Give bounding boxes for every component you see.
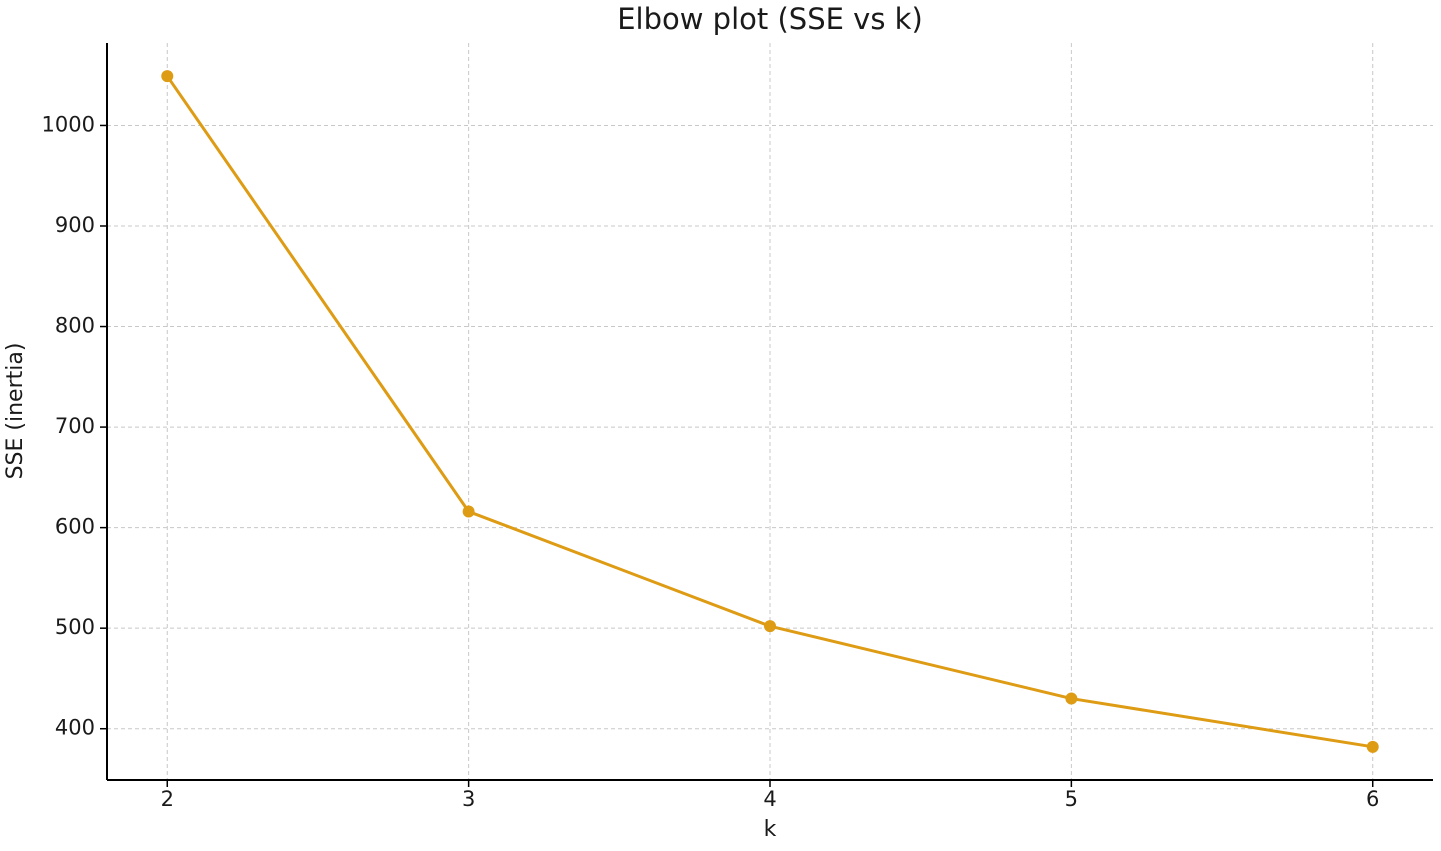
x-tick-label: 5 xyxy=(1065,787,1078,811)
x-tick-label: 6 xyxy=(1366,787,1379,811)
y-tick-label: 800 xyxy=(55,314,95,338)
y-tick-label: 1000 xyxy=(42,112,95,136)
y-tick-label: 500 xyxy=(55,615,95,639)
x-tick-label: 4 xyxy=(763,787,776,811)
data-point xyxy=(1065,692,1078,705)
chart-title: Elbow plot (SSE vs k) xyxy=(617,2,923,36)
y-tick-label: 900 xyxy=(55,213,95,237)
y-axis-label: SSE (inertia) xyxy=(3,343,28,480)
x-tick-label: 2 xyxy=(161,787,174,811)
data-point xyxy=(1366,740,1379,753)
y-tick-label: 700 xyxy=(55,414,95,438)
data-point xyxy=(161,70,174,83)
data-point xyxy=(764,620,776,633)
data-point xyxy=(462,505,475,518)
y-tick-label: 600 xyxy=(55,515,95,539)
x-axis-label: k xyxy=(764,817,777,842)
x-tick-label: 3 xyxy=(462,787,475,811)
y-tick-label: 400 xyxy=(55,716,95,740)
